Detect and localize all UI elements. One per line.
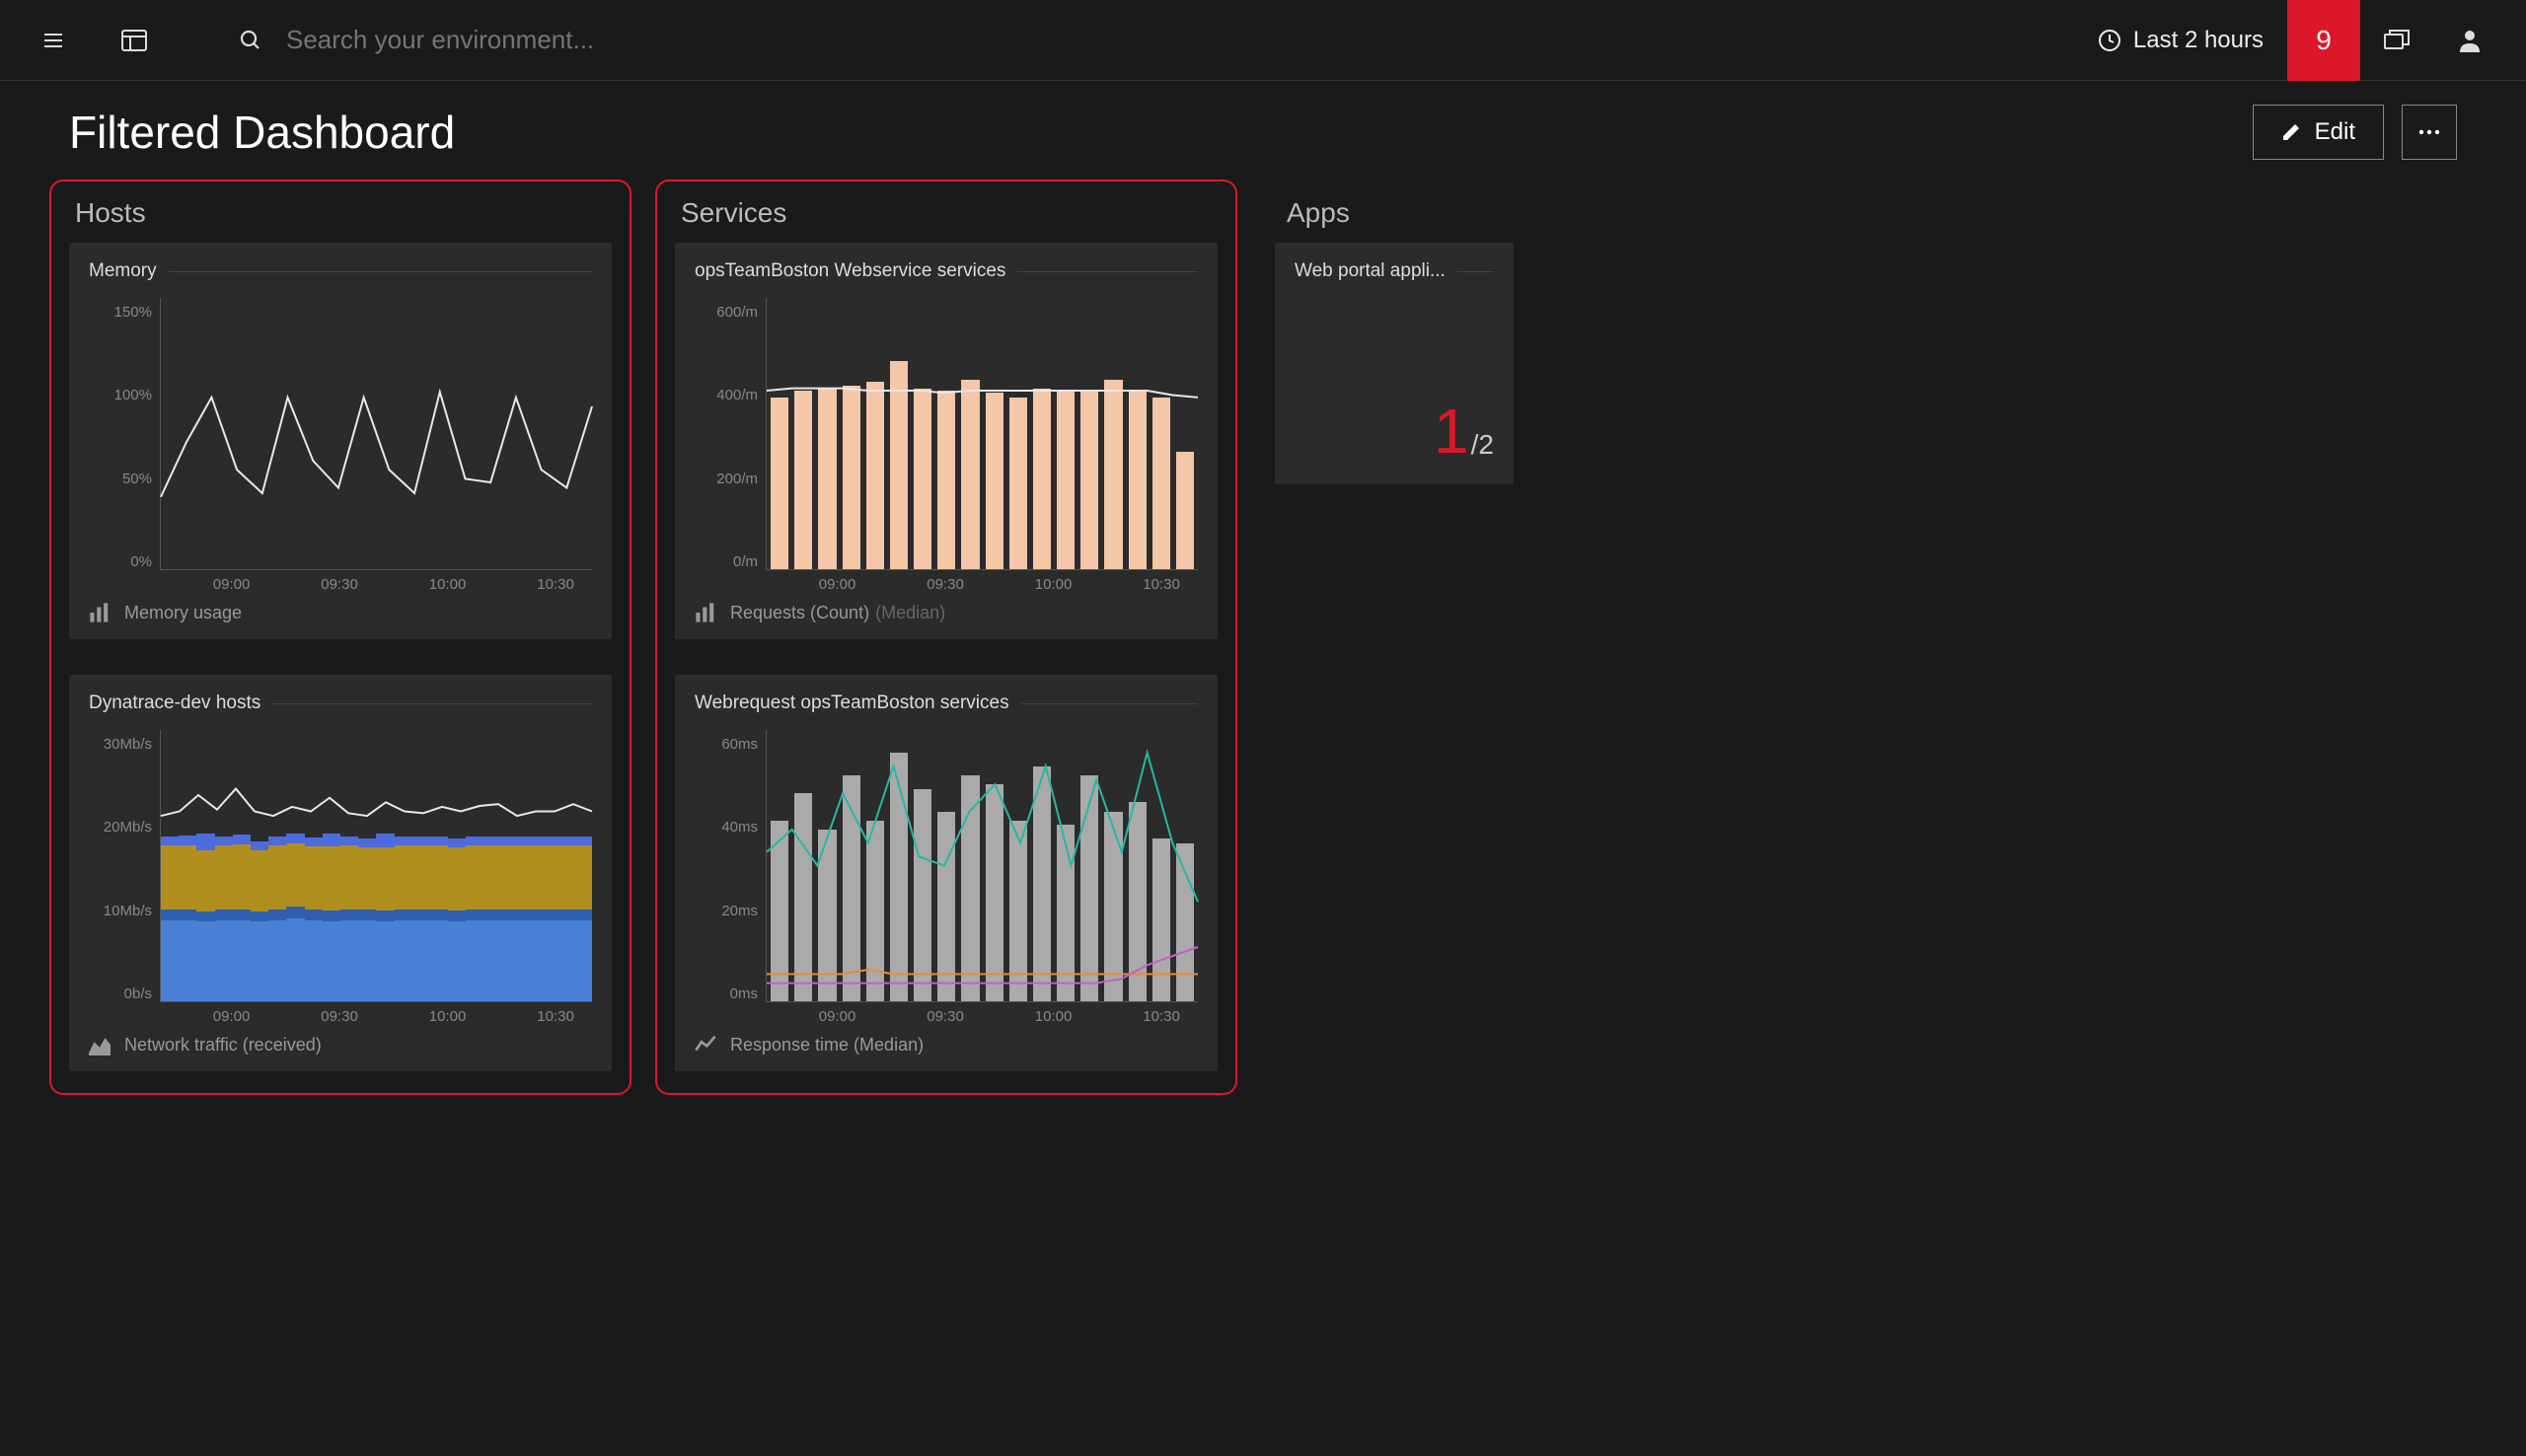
time-range-label: Last 2 hours [2133, 27, 2264, 54]
tile-legend: Requests (Count) (Median) [695, 602, 1198, 623]
edit-button[interactable]: Edit [2253, 105, 2384, 160]
alerts-badge[interactable]: 9 [2287, 0, 2360, 81]
time-range-selector[interactable]: Last 2 hours [2074, 0, 2287, 81]
chart-plot [766, 298, 1198, 570]
bar-chart-icon [695, 602, 716, 623]
search-icon[interactable] [227, 17, 274, 64]
more-button[interactable] [2402, 105, 2457, 160]
share-icon[interactable] [2360, 0, 2433, 81]
xaxis: 09:0009:3010:0010:30 [160, 1002, 592, 1026]
tile-network[interactable]: Dynatrace-dev hosts 30Mb/s20Mb/s10Mb/s0b… [69, 675, 612, 1071]
line-chart-icon [695, 1034, 716, 1056]
bar-chart-icon [89, 602, 111, 623]
chart-plot [160, 730, 592, 1002]
kpi-value: 1 /2 [1295, 298, 1494, 467]
tile-response[interactable]: Webrequest opsTeamBoston services 60ms40… [675, 675, 1218, 1071]
tile-title: Memory [89, 260, 592, 282]
dashboards-icon[interactable] [111, 17, 158, 64]
section-hosts: Hosts Memory 150%100%50%0% 09:0009:3010:… [49, 180, 632, 1095]
tile-webservice[interactable]: opsTeamBoston Webservice services 600/m4… [675, 243, 1218, 639]
xaxis: 09:0009:3010:0010:30 [766, 1002, 1198, 1026]
xaxis: 09:0009:3010:0010:30 [766, 570, 1198, 594]
topbar: Last 2 hours 9 [0, 0, 2526, 81]
yaxis: 150%100%50%0% [89, 298, 160, 594]
section-apps: Apps Web portal appli... 1 /2 [1261, 180, 1527, 1095]
tile-legend: Response time (Median) [695, 1034, 1198, 1056]
tile-apps-kpi[interactable]: Web portal appli... 1 /2 [1275, 243, 1514, 484]
tile-memory[interactable]: Memory 150%100%50%0% 09:0009:3010:0010:3… [69, 243, 612, 639]
page-header: Filtered Dashboard Edit [0, 81, 2526, 180]
tile-title: Web portal appli... [1295, 260, 1494, 282]
user-icon[interactable] [2433, 0, 2506, 81]
area-chart-icon [89, 1034, 111, 1056]
xaxis: 09:0009:3010:0010:30 [160, 570, 592, 594]
search-input[interactable] [286, 25, 878, 55]
tile-title: Dynatrace-dev hosts [89, 692, 592, 714]
tile-legend: Network traffic (received) [89, 1034, 592, 1056]
chart-plot [160, 298, 592, 570]
yaxis: 30Mb/s20Mb/s10Mb/s0b/s [89, 730, 160, 1026]
search [197, 17, 2074, 64]
tile-title: opsTeamBoston Webservice services [695, 260, 1198, 282]
yaxis: 60ms40ms20ms0ms [695, 730, 766, 1026]
section-title-services: Services [669, 195, 1224, 243]
tile-title: Webrequest opsTeamBoston services [695, 692, 1198, 714]
yaxis: 600/m400/m200/m0/m [695, 298, 766, 594]
dashboard: Hosts Memory 150%100%50%0% 09:0009:3010:… [0, 180, 2526, 1095]
section-title-apps: Apps [1275, 195, 1514, 243]
chart-plot [766, 730, 1198, 1002]
tile-legend: Memory usage [89, 602, 592, 623]
section-title-hosts: Hosts [63, 195, 618, 243]
page-title: Filtered Dashboard [69, 106, 455, 159]
hamburger-icon[interactable] [30, 17, 77, 64]
section-services: Services opsTeamBoston Webservice servic… [655, 180, 1237, 1095]
